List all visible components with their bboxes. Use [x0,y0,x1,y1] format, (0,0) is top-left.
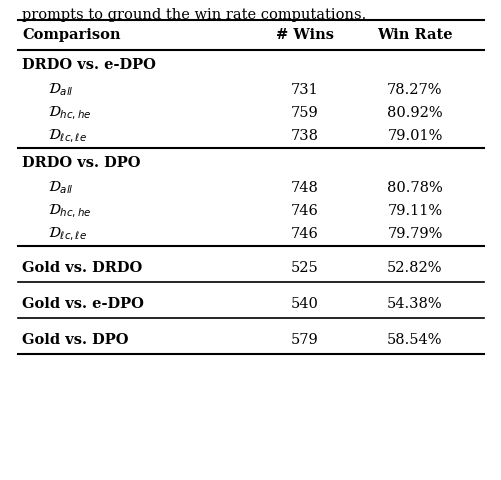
Text: 80.78%: 80.78% [386,181,442,195]
Text: prompts to ground the win rate computations.: prompts to ground the win rate computati… [22,8,366,22]
Text: 525: 525 [291,261,318,275]
Text: 78.27%: 78.27% [386,83,442,97]
Text: Gold vs. DRDO: Gold vs. DRDO [22,261,142,275]
Text: 748: 748 [291,181,318,195]
Text: Gold vs. DPO: Gold vs. DPO [22,333,128,347]
Text: $\mathcal{D}_{\ell c,\ell e}$: $\mathcal{D}_{\ell c,\ell e}$ [48,127,87,144]
Text: DRDO vs. e-DPO: DRDO vs. e-DPO [22,58,156,72]
Text: 79.79%: 79.79% [387,227,442,241]
Text: 579: 579 [291,333,318,347]
Text: 540: 540 [291,297,318,311]
Text: 731: 731 [291,83,318,97]
Text: $\mathcal{D}_{hc,he}$: $\mathcal{D}_{hc,he}$ [48,104,91,121]
Text: 79.11%: 79.11% [387,204,442,218]
Text: 79.01%: 79.01% [387,129,442,143]
Text: $\mathcal{D}_{all}$: $\mathcal{D}_{all}$ [48,180,74,196]
Text: $\mathcal{D}_{all}$: $\mathcal{D}_{all}$ [48,82,74,98]
Text: $\mathcal{D}_{hc,he}$: $\mathcal{D}_{hc,he}$ [48,203,91,220]
Text: 759: 759 [291,106,318,120]
Text: $\mathcal{D}_{\ell c,\ell e}$: $\mathcal{D}_{\ell c,\ell e}$ [48,225,87,243]
Text: Gold vs. e-DPO: Gold vs. e-DPO [22,297,144,311]
Text: # Wins: # Wins [276,28,333,42]
Text: 746: 746 [291,204,318,218]
Text: Win Rate: Win Rate [376,28,452,42]
Text: 738: 738 [291,129,318,143]
Text: DRDO vs. DPO: DRDO vs. DPO [22,156,140,170]
Text: 52.82%: 52.82% [386,261,442,275]
Text: 58.54%: 58.54% [386,333,442,347]
Text: Comparison: Comparison [22,28,120,42]
Text: 80.92%: 80.92% [386,106,442,120]
Text: 54.38%: 54.38% [386,297,442,311]
Text: 746: 746 [291,227,318,241]
